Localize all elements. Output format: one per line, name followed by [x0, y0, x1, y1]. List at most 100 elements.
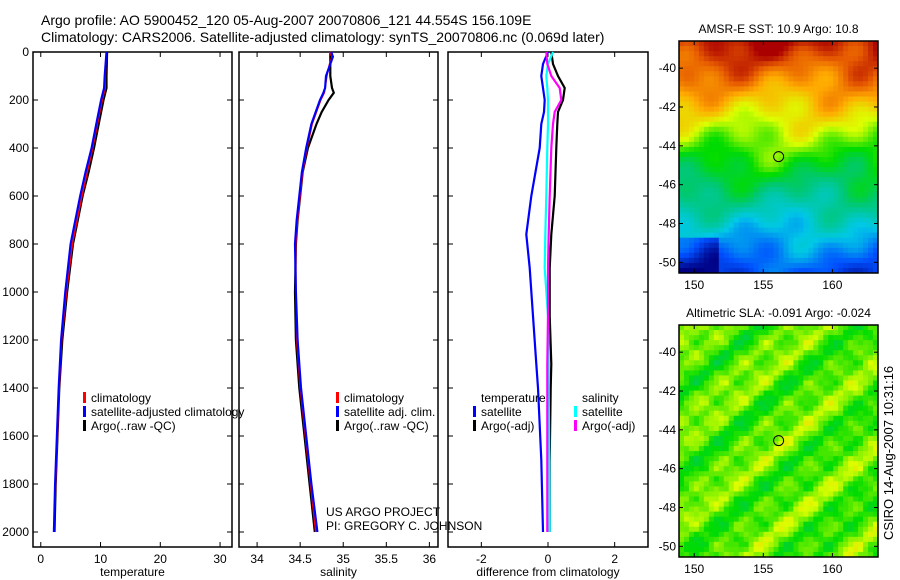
map-cell: [718, 202, 725, 208]
map-cell: [793, 330, 799, 336]
map-cell: [783, 51, 789, 57]
legend-label: climatology: [91, 391, 151, 405]
map-cell: [813, 330, 819, 336]
map-cell: [778, 177, 784, 183]
map-cell: [823, 476, 829, 482]
map-cell: [833, 461, 839, 467]
map-cell: [748, 496, 755, 502]
map-cell: [679, 325, 685, 331]
map-cell: [683, 471, 690, 477]
map-cell: [763, 466, 769, 472]
map-cell: [818, 61, 824, 67]
map-cell: [788, 182, 794, 188]
map-cell: [773, 267, 779, 274]
map-cell: [803, 182, 809, 188]
map-cell: [773, 232, 779, 239]
map-cell: [858, 466, 864, 472]
map-cell: [693, 420, 700, 427]
map-cell: [698, 172, 705, 178]
map-cell: [803, 192, 809, 198]
map-cell: [853, 136, 859, 143]
map-cell: [768, 116, 774, 123]
map-cell: [703, 511, 710, 518]
map-cell: [703, 466, 710, 472]
map-cell: [788, 126, 794, 133]
map-cell: [783, 207, 789, 213]
map-cell: [838, 335, 844, 341]
map-cell: [723, 340, 730, 346]
map-cell: [818, 116, 824, 123]
map-cell: [713, 131, 720, 138]
map-cell: [723, 511, 730, 518]
map-cell: [798, 446, 804, 452]
map-cell: [828, 212, 834, 218]
map-cell: [848, 71, 854, 77]
map-cell: [788, 217, 794, 223]
map-cell: [763, 526, 769, 533]
map-cell: [688, 177, 695, 183]
map-cell: [683, 390, 690, 397]
map-cell: [753, 202, 760, 208]
map-cell: [853, 395, 859, 402]
map-cell: [808, 131, 814, 138]
map-cell: [793, 197, 799, 203]
map-cell: [693, 390, 700, 397]
map-cell: [873, 481, 879, 487]
map-cell: [713, 46, 720, 52]
map-cell: [828, 177, 834, 183]
map-cell: [818, 222, 824, 229]
map-cell: [743, 61, 750, 67]
map-cell: [873, 420, 879, 427]
map-cell: [748, 41, 755, 47]
map-cell: [718, 197, 725, 203]
map-cell: [868, 177, 874, 183]
map-cell: [788, 222, 794, 229]
x-axis-label: temperature: [100, 565, 165, 579]
map-cell: [753, 516, 760, 523]
map-cell: [843, 187, 849, 193]
map-cell: [688, 471, 695, 477]
map-cell: [728, 61, 735, 67]
map-cell: [823, 162, 829, 168]
map-cell: [873, 121, 879, 128]
map-cell: [693, 187, 700, 193]
map-cell: [788, 531, 794, 538]
map-cell: [793, 172, 799, 178]
map-cell: [863, 456, 869, 462]
map-cell: [753, 222, 760, 229]
map-cell: [793, 267, 799, 274]
map-cell: [723, 481, 730, 487]
map-cell: [818, 370, 824, 376]
map-cell: [708, 197, 715, 203]
map-cell: [758, 551, 764, 558]
map-cell: [873, 86, 879, 92]
map-cell: [853, 335, 859, 341]
map-cell: [793, 247, 799, 254]
map-cell: [698, 511, 705, 518]
map-cell: [788, 551, 794, 558]
map-cell: [708, 126, 715, 133]
map-cell: [718, 237, 725, 244]
map-cell: [838, 227, 844, 234]
map-cell: [793, 151, 799, 158]
map-cell: [733, 355, 740, 361]
map-cell: [679, 481, 685, 487]
map-cell: [708, 360, 715, 366]
map-cell: [848, 222, 854, 229]
map-cell: [708, 330, 715, 336]
map-cell: [793, 202, 799, 208]
map-cell: [823, 212, 829, 218]
map-cell: [853, 486, 859, 492]
map-cell: [773, 385, 779, 391]
map-cell: [698, 217, 705, 223]
map-cell: [778, 151, 784, 158]
map-cell: [863, 101, 869, 107]
map-cell: [808, 461, 814, 467]
map-cell: [808, 335, 814, 341]
map-cell: [863, 516, 869, 523]
map-cell: [679, 81, 685, 87]
map-cell: [828, 516, 834, 523]
map-cell: [778, 345, 784, 351]
map-cell: [823, 516, 829, 523]
map-cell: [813, 526, 819, 533]
